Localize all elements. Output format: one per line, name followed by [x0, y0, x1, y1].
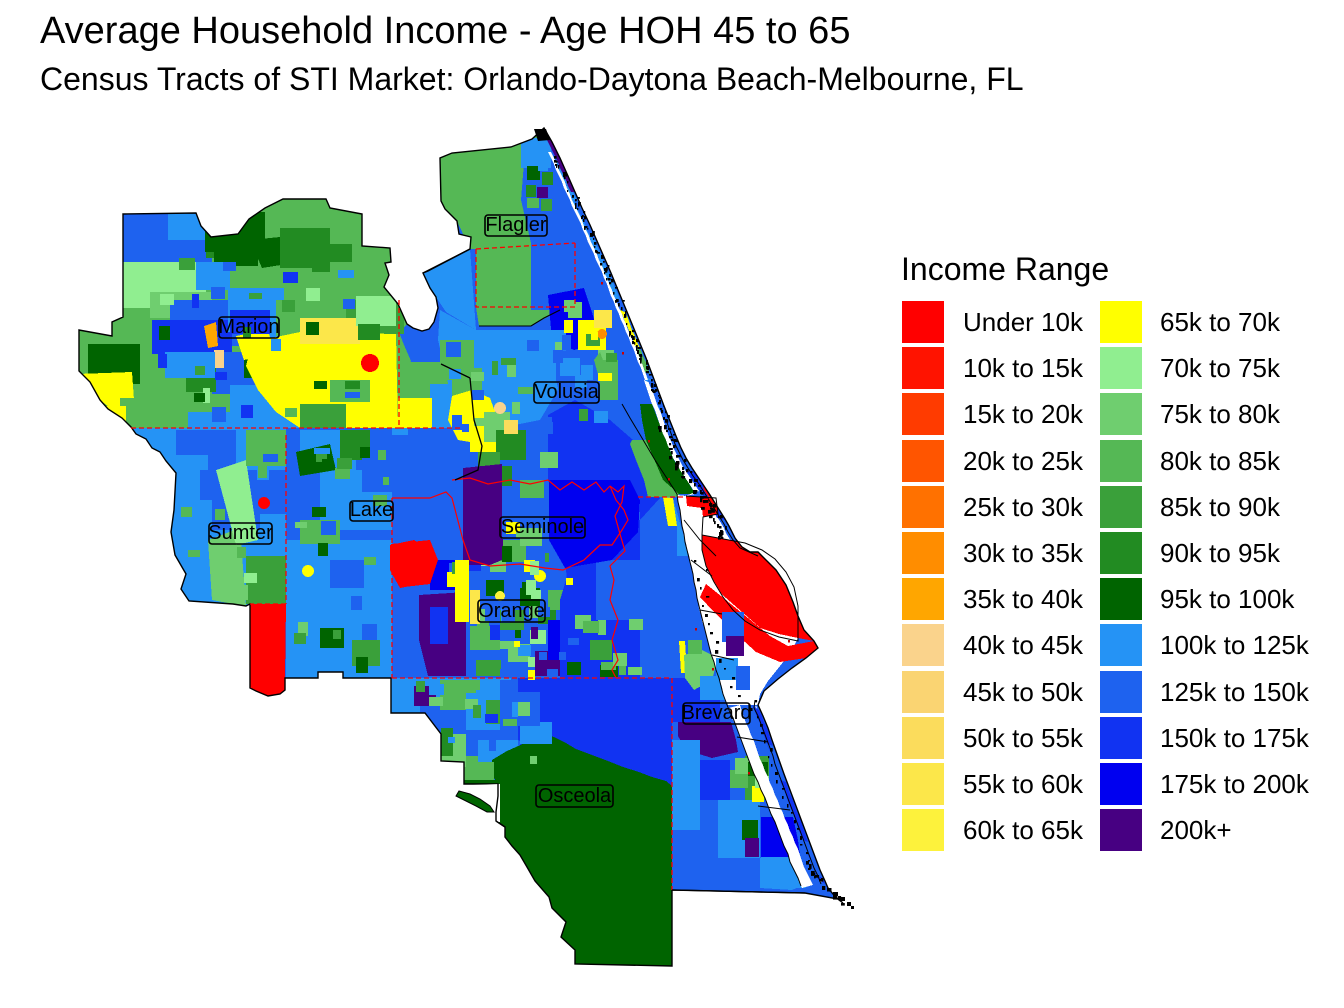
svg-text:Seminole: Seminole [501, 516, 584, 538]
svg-text:Orange: Orange [478, 600, 545, 622]
svg-text:Brevard: Brevard [681, 702, 751, 724]
svg-text:Lake: Lake [350, 499, 393, 521]
svg-text:Marion: Marion [218, 316, 279, 338]
svg-text:Flagler: Flagler [485, 214, 546, 236]
svg-text:Volusia: Volusia [534, 381, 599, 403]
svg-text:Osceola: Osceola [538, 785, 612, 807]
svg-text:Sumter: Sumter [208, 522, 273, 544]
